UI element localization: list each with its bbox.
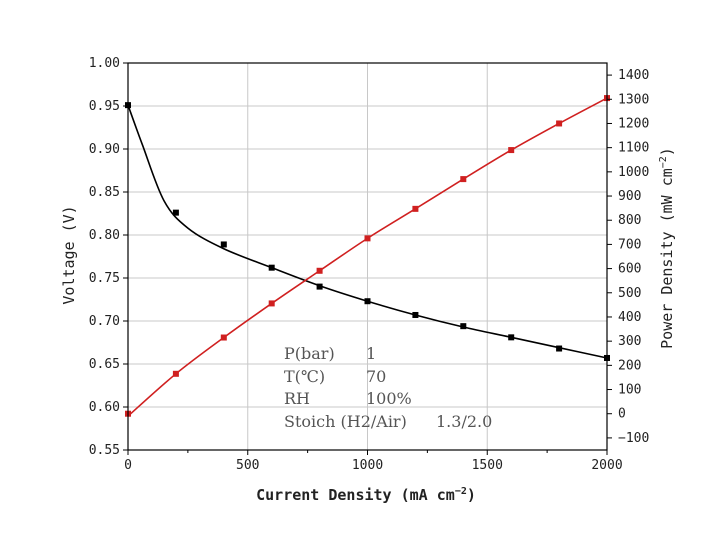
axis-ticks: 0 500 1000 1500 20000.550.600.650.700.750.80… <box>89 56 650 473</box>
data-point <box>364 298 371 305</box>
annotation-stoich-value: 1.3/2.0 <box>436 412 492 431</box>
y-right-tick-label: 200 <box>618 358 641 373</box>
data-point <box>364 235 371 242</box>
y-left-axis-title: Voltage (V) <box>60 205 78 304</box>
x-tick-label: 0 <box>124 458 132 473</box>
annotation-rh-value: 100% <box>366 389 412 408</box>
annotation-pressure-label: P(bar) <box>284 344 335 363</box>
series-layer <box>125 95 610 417</box>
data-point <box>316 267 323 274</box>
x-axis-title-main: Current Density (mA cm <box>256 486 455 504</box>
y-right-axis-title-end: ) <box>658 147 676 156</box>
y-left-tick-label: 0.95 <box>89 99 120 114</box>
data-point <box>556 120 563 127</box>
data-point <box>268 264 275 271</box>
data-point <box>412 311 419 318</box>
y-right-tick-label: 400 <box>618 310 641 325</box>
x-axis-title-sup: −2 <box>455 486 467 497</box>
annotation-box: P(bar) 1 T(℃) 70 RH 100% Stoich (H2/Air)… <box>284 344 492 431</box>
data-point <box>508 147 515 154</box>
data-point <box>556 345 563 352</box>
x-axis-title-end: ) <box>467 486 476 504</box>
data-point <box>316 283 323 290</box>
data-point <box>268 300 275 307</box>
y-left-tick-label: 0.85 <box>89 185 120 200</box>
y-right-tick-label: 1100 <box>618 141 649 156</box>
y-left-tick-label: 0.70 <box>89 314 120 329</box>
annotation-temperature-value: 70 <box>366 367 386 386</box>
data-point <box>460 323 467 330</box>
y-right-tick-label: 1200 <box>618 116 649 131</box>
data-point <box>412 205 419 212</box>
y-right-tick-label: 100 <box>618 383 641 398</box>
y-left-tick-label: 0.55 <box>89 443 120 458</box>
y-right-tick-label: 800 <box>618 213 641 228</box>
x-axis-title: Current Density (mA cm−2) <box>256 486 476 504</box>
data-point <box>220 334 227 341</box>
y-right-tick-label: 300 <box>618 334 641 349</box>
data-point <box>220 241 227 248</box>
x-tick-label: 2000 <box>591 458 622 473</box>
y-left-tick-label: 0.75 <box>89 271 120 286</box>
data-point <box>172 370 179 377</box>
y-left-tick-label: 1.00 <box>89 56 120 71</box>
y-left-tick-label: 0.65 <box>89 357 120 372</box>
annotation-rh-label: RH <box>284 389 310 408</box>
annotation-temperature-label: T(℃) <box>284 367 325 386</box>
y-left-tick-label: 0.60 <box>89 400 120 415</box>
data-point <box>172 209 179 216</box>
y-right-axis-title-sup: −2 <box>658 156 669 168</box>
x-tick-label: 500 <box>236 458 259 473</box>
y-right-tick-label: 700 <box>618 237 641 252</box>
y-right-tick-label: −100 <box>618 431 649 446</box>
y-left-tick-label: 0.80 <box>89 228 120 243</box>
y-left-tick-label: 0.90 <box>89 142 120 157</box>
annotation-pressure-value: 1 <box>366 344 376 363</box>
annotation-stoich-label: Stoich (H2/Air) <box>284 412 407 431</box>
y-right-tick-label: 600 <box>618 262 641 277</box>
data-point <box>460 176 467 183</box>
y-right-tick-label: 1300 <box>618 92 649 107</box>
x-tick-label: 1500 <box>472 458 503 473</box>
y-right-tick-label: 900 <box>618 189 641 204</box>
y-right-tick-label: 500 <box>618 286 641 301</box>
y-right-axis-title-main: Power Density (mW cm <box>658 168 676 349</box>
x-tick-label: 1000 <box>352 458 383 473</box>
data-point <box>508 334 515 341</box>
y-right-tick-label: 1000 <box>618 165 649 180</box>
y-right-tick-label: 0 <box>618 407 626 422</box>
y-right-tick-label: 1400 <box>618 68 649 83</box>
y-right-axis-title: Power Density (mW cm−2) <box>658 147 676 349</box>
